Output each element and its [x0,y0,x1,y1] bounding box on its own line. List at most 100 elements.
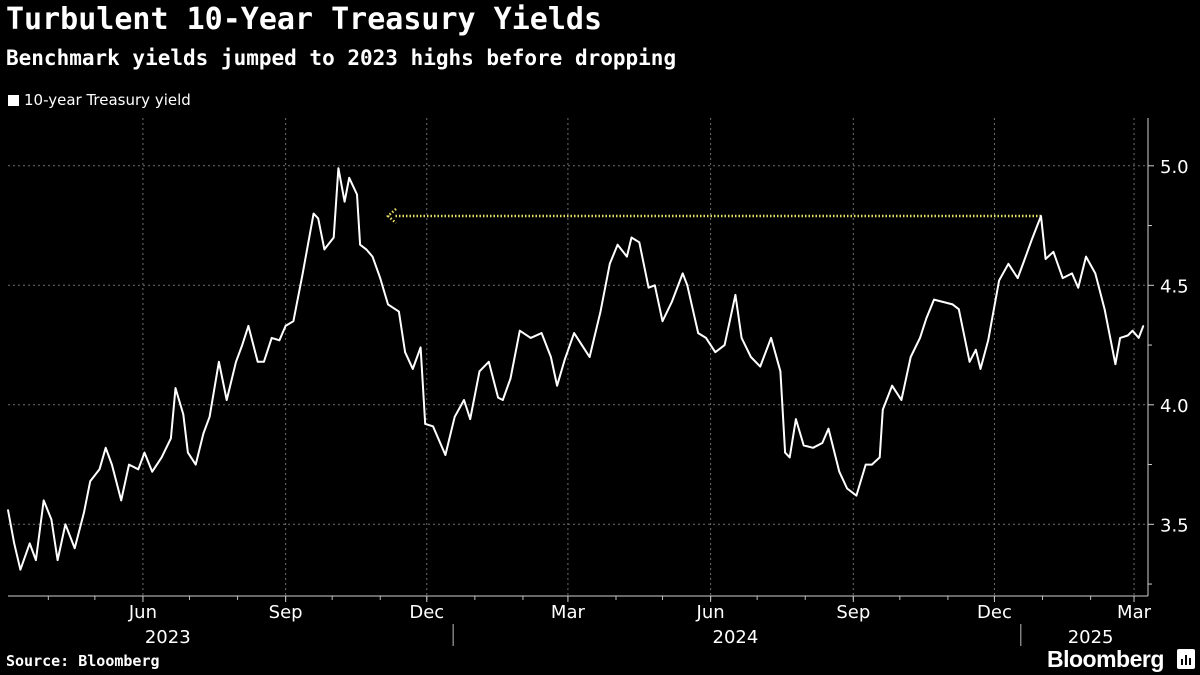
data-point [19,568,22,571]
data-point [463,399,465,401]
data-point [478,370,481,373]
data-point [387,303,389,306]
data-point [348,176,351,179]
data-point [864,463,867,466]
data-point [723,344,726,346]
data-point [630,236,633,239]
data-point [827,427,830,430]
data-point [1061,277,1064,279]
x-month-label: Sep [836,602,870,623]
data-point [740,337,743,339]
data-point [998,279,1000,282]
data-point [284,325,287,327]
data-point [1030,239,1033,241]
data-point [647,286,650,289]
data-point [98,468,101,471]
data-point [365,248,368,251]
data-point [35,559,37,561]
data-point [616,243,619,246]
data-point [653,284,656,287]
data-point [582,346,585,349]
data-point [235,360,237,363]
data-point [925,317,928,320]
data-point [83,511,85,514]
data-point [128,463,130,466]
data-point [73,547,76,549]
data-point [151,470,154,473]
data-point [111,463,113,466]
data-point [979,368,982,370]
data-point [453,415,456,418]
data-point [312,212,315,215]
data-point [1103,308,1106,311]
data-point [1119,337,1121,339]
data-point [784,451,786,454]
data-point [878,456,881,459]
data-point [256,360,259,363]
data-point [488,360,490,363]
data-point [292,320,295,322]
data-point [1094,272,1097,275]
data-point [750,356,752,358]
x-month-label: Sep [269,602,303,623]
data-point [1085,255,1087,258]
data-point [104,447,107,449]
data-point [795,418,797,420]
data-point [519,329,521,332]
data-point [788,456,791,459]
data-point [1114,363,1117,365]
data-point [951,303,954,306]
data-point [540,332,543,334]
data-point [975,349,977,351]
data-point [846,487,848,490]
data-point [1077,286,1080,289]
data-point [1023,260,1025,263]
data-point [424,423,427,425]
data-point [444,454,447,456]
data-point [573,332,575,334]
data-point [432,425,434,428]
data-point [638,241,641,244]
data-point [270,337,273,339]
data-point [608,262,611,265]
data-point [1137,337,1140,339]
data-point [556,384,558,387]
data-point [1007,262,1010,265]
data-point [881,408,884,411]
data-point [469,418,472,420]
data-point [194,463,197,466]
data-point [759,365,762,368]
y-tick-label: 5.0 [1160,157,1189,178]
data-point [404,351,406,354]
data-point [770,337,772,339]
source-note: Source: Bloomberg [6,652,160,670]
data-point [891,384,893,387]
data-point [419,346,422,349]
x-month-label: Dec [977,602,1012,623]
data-point [599,310,602,313]
data-point [957,308,960,311]
data-point [779,370,782,373]
data-point [1052,251,1055,253]
data-point [137,468,140,471]
data-point [317,217,320,220]
data-point [1131,329,1134,332]
data-point [187,451,189,454]
annotation-arrowhead [386,208,397,224]
y-tick-label: 4.0 [1160,396,1189,417]
data-point [208,415,211,418]
data-point [933,298,935,301]
data-point [332,236,335,239]
data-point [588,356,591,358]
data-point [412,368,414,370]
x-month-label: Jun [696,602,725,623]
data-point [661,320,664,322]
data-point [225,399,228,401]
x-month-label: Dec [409,602,444,623]
data-point [247,325,250,327]
data-point [855,494,858,497]
data-point [802,444,805,447]
data-point [987,339,990,342]
data-point [398,310,400,313]
